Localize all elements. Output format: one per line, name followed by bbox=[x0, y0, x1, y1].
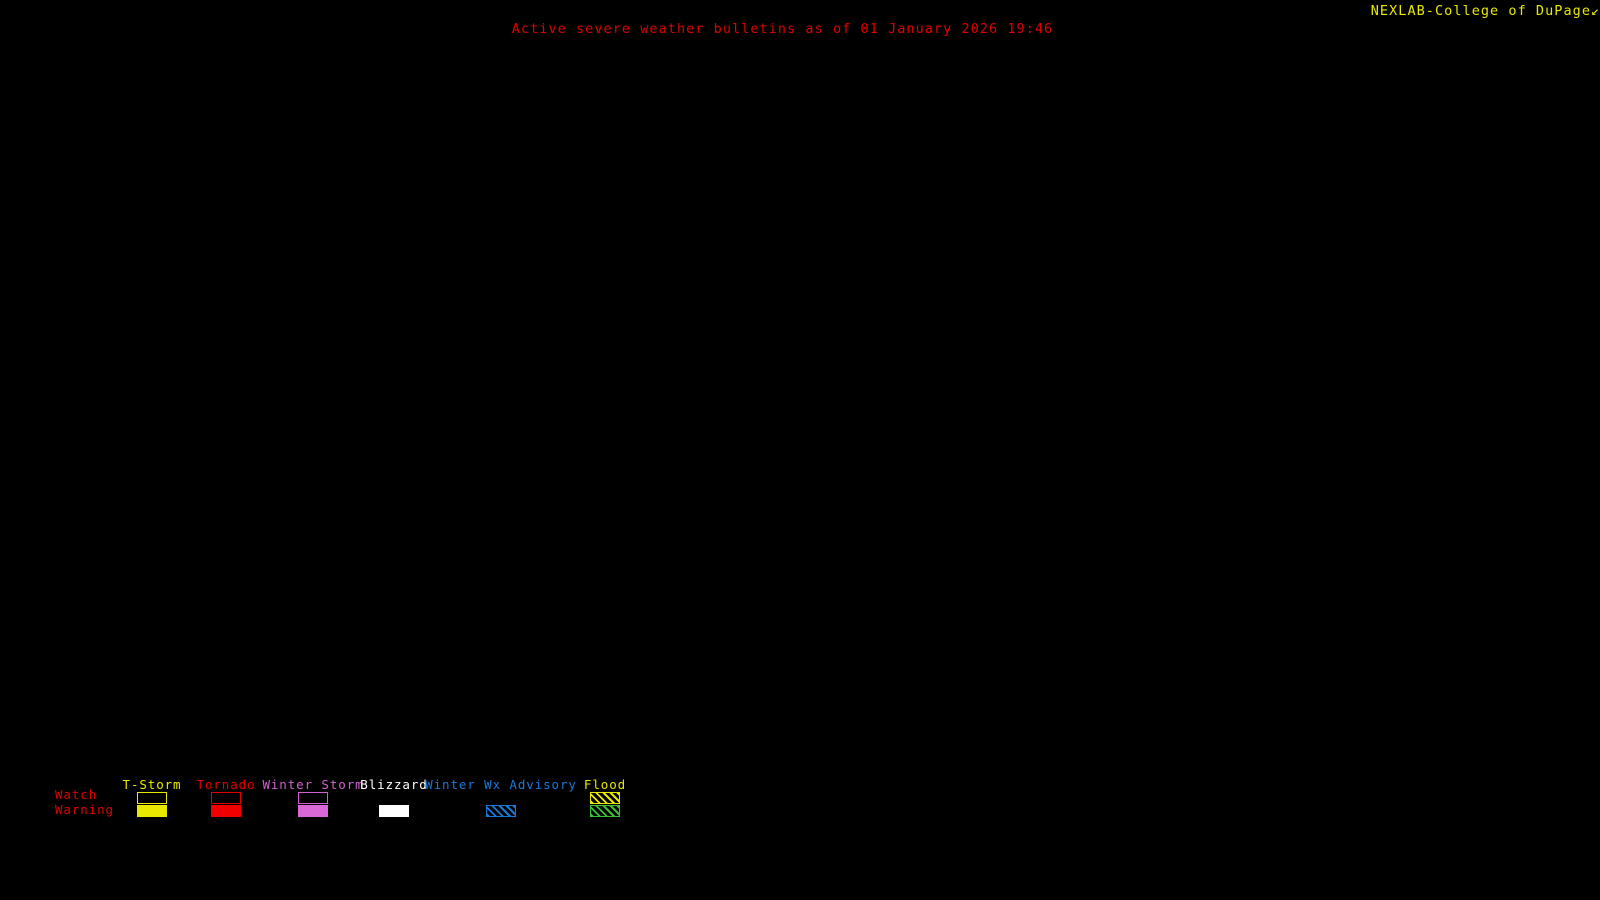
legend-swatch-warning bbox=[211, 805, 241, 817]
weather-map-canvas[interactable] bbox=[0, 44, 1600, 770]
legend-column-label-winter-storm: Winter Storm bbox=[262, 777, 364, 792]
legend-column-blizzard: Blizzard bbox=[339, 770, 449, 834]
legend-swatch-warning bbox=[298, 805, 328, 817]
legend-column-label-tornado: Tornado bbox=[196, 777, 256, 792]
legend-swatch-warning bbox=[590, 805, 620, 817]
legend-column-label-flood: Flood bbox=[583, 777, 627, 792]
legend-swatch-watch bbox=[211, 792, 241, 804]
legend-column-winter-wx-advisory: Winter Wx Advisory bbox=[406, 770, 596, 834]
legend-swatch-warning bbox=[137, 805, 167, 817]
legend-column-tornado: Tornado bbox=[176, 770, 276, 834]
legend-column-label-blizzard: Blizzard bbox=[360, 777, 428, 792]
legend-column-flood: Flood bbox=[550, 770, 660, 834]
branding-label: NEXLAB-College of DuPage↙ bbox=[1371, 3, 1600, 19]
legend-swatch-watch bbox=[298, 792, 328, 804]
legend-column-tstorm: T-Storm bbox=[102, 770, 202, 834]
legend: Watch Warning T-Storm Tornado Winter Storm… bbox=[0, 770, 1600, 834]
branding-text: NEXLAB-College of DuPage bbox=[1370, 3, 1591, 19]
legend-row-label-watch: Watch bbox=[55, 787, 98, 802]
branding-mark-icon: ↙ bbox=[1591, 3, 1600, 19]
legend-swatch-watch bbox=[137, 792, 167, 804]
legend-column-label-tstorm: T-Storm bbox=[122, 777, 182, 792]
legend-swatch-warning bbox=[379, 805, 409, 817]
legend-row-label-warning: Warning bbox=[55, 802, 114, 817]
page-title: Active severe weather bulletins as of 01… bbox=[511, 21, 1054, 37]
legend-swatch-warning bbox=[486, 805, 516, 817]
legend-swatch-watch bbox=[590, 792, 620, 804]
legend-column-winter-storm: Winter Storm bbox=[238, 770, 388, 834]
legend-column-label-winter-wx-advisory: Winter Wx Advisory bbox=[425, 777, 577, 792]
